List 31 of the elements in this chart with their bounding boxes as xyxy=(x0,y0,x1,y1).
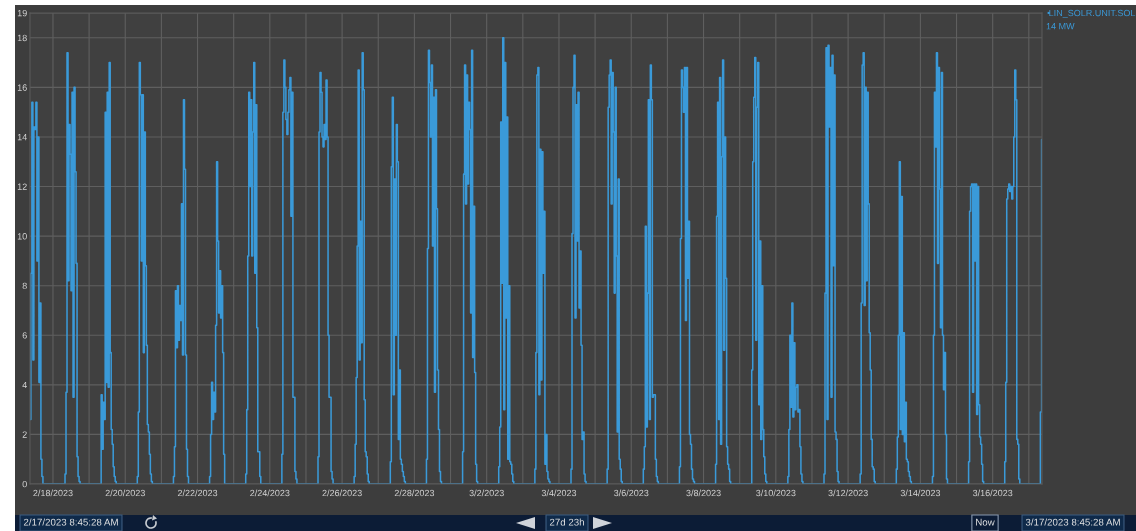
text: 27d 23h xyxy=(549,518,584,526)
y-tick-label: 12 xyxy=(17,183,27,190)
legend-label: LIN_SOLR.UNIT.SOL xyxy=(1049,9,1136,18)
y-tick-label: 0 xyxy=(22,480,27,488)
x-tick-label: 3/16/2023 xyxy=(972,489,1013,497)
x-tick-label: 2/22/2023 xyxy=(177,489,218,497)
x-tick-label: 3/14/2023 xyxy=(900,489,941,497)
y-tick-label: 14 xyxy=(17,134,27,141)
x-tick-label: 3/10/2023 xyxy=(756,489,796,497)
x-tick-label: 3/8/2023 xyxy=(686,489,721,497)
y-tick-label: 2 xyxy=(22,431,27,438)
x-tick-label: 3/4/2023 xyxy=(541,489,577,497)
text: 14 MW xyxy=(1046,23,1075,30)
text: 2/17/2023 8:45:28 AM xyxy=(23,518,118,526)
y-tick-label: 19 xyxy=(17,9,27,17)
y-tick-label: 4 xyxy=(22,381,27,389)
y-tick-label: 10 xyxy=(17,233,27,240)
x-tick-label: 3/2/2023 xyxy=(469,489,504,497)
x-tick-label: 3/12/2023 xyxy=(828,489,868,497)
x-tick-label: 2/26/2023 xyxy=(322,489,362,497)
text: 3/17/2023 8:45:28 AM xyxy=(1025,518,1120,526)
y-tick-label: 16 xyxy=(17,84,27,91)
y-tick-label: 18 xyxy=(17,34,27,42)
x-tick-label: 2/24/2023 xyxy=(250,489,290,497)
y-tick-label: 6 xyxy=(22,332,27,339)
x-tick-label: 3/6/2023 xyxy=(614,489,649,497)
y-tick-label: 8 xyxy=(22,282,27,290)
x-tick-label: 2/28/2023 xyxy=(394,489,435,497)
x-tick-label: 2/20/2023 xyxy=(105,489,145,497)
text: Now xyxy=(976,518,995,526)
x-tick-label: 2/18/2023 xyxy=(33,489,73,497)
